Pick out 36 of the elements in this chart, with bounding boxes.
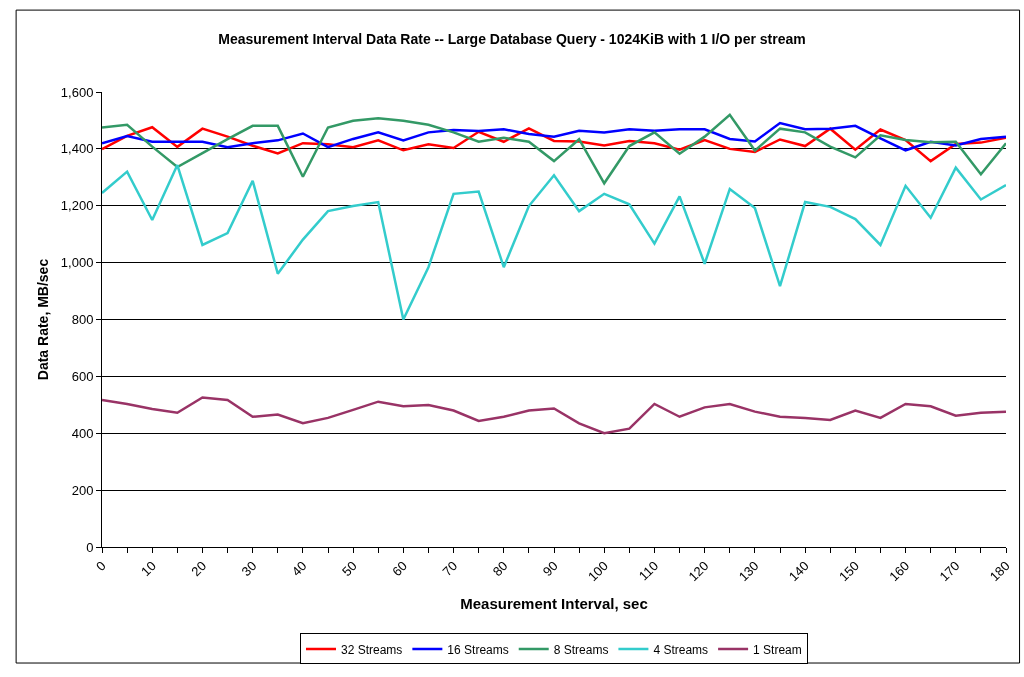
x-tick-label: 0 xyxy=(93,558,109,574)
x-axis-title: Measurement Interval, sec xyxy=(460,595,648,613)
x-tick-label: 90 xyxy=(539,558,561,580)
y-tick-label: 1,400 xyxy=(60,141,94,157)
x-tick-label: 50 xyxy=(338,558,360,580)
y-tick-label: 1,000 xyxy=(60,255,94,271)
y-tick-label: 1,600 xyxy=(60,84,94,100)
x-tick-label: 180 xyxy=(986,558,1013,585)
legend-label: 8 Streams xyxy=(553,642,609,657)
legend-label: 1 Stream xyxy=(753,642,802,657)
x-tick-label: 120 xyxy=(685,558,712,585)
x-tick-label: 140 xyxy=(785,558,812,585)
x-tick-label: 150 xyxy=(836,558,863,585)
y-tick-label: 0 xyxy=(86,539,94,555)
legend-label: 16 Streams xyxy=(447,642,509,657)
x-tick-label: 110 xyxy=(635,558,662,584)
x-tick-label: 80 xyxy=(489,558,511,580)
legend-label: 32 Streams xyxy=(341,642,403,657)
x-tick-label: 160 xyxy=(886,558,913,585)
x-tick-label: 60 xyxy=(389,558,411,580)
y-tick-label: 600 xyxy=(71,368,94,384)
x-tick-label: 70 xyxy=(439,558,461,580)
y-tick-label: 400 xyxy=(71,425,94,441)
y-tick-label: 800 xyxy=(71,312,94,328)
x-tick-label: 20 xyxy=(188,558,210,580)
x-tick-label: 130 xyxy=(735,558,762,585)
y-axis-title: Data Rate, MB/sec xyxy=(35,258,52,381)
chart-title: Measurement Interval Data Rate -- Large Database Query - 1024KiB with 1 I/O per stream xyxy=(218,30,806,47)
x-tick-label: 40 xyxy=(288,558,310,580)
y-tick-label: 200 xyxy=(71,482,94,498)
y-tick-label: 1,200 xyxy=(60,198,94,214)
legend-label: 4 Streams xyxy=(653,642,709,657)
x-tick-label: 170 xyxy=(936,558,963,585)
x-tick-label: 100 xyxy=(584,558,611,585)
x-tick-label: 30 xyxy=(238,558,260,580)
x-tick-label: 10 xyxy=(138,558,159,580)
